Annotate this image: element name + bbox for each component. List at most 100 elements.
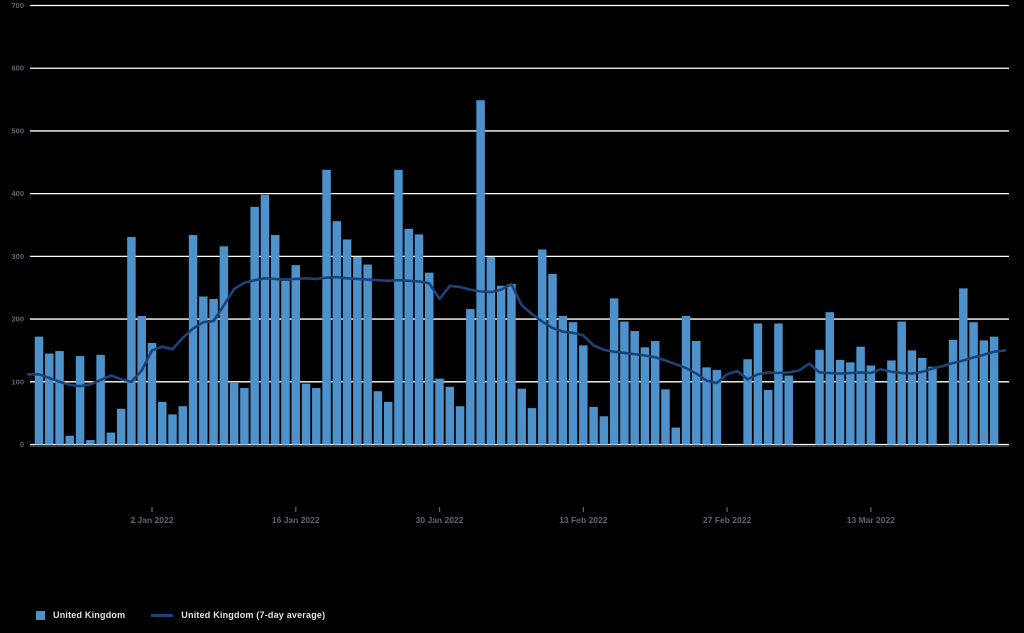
bar-13 Feb 2022 bbox=[579, 345, 588, 445]
bar-26 Jan 2022 bbox=[394, 169, 403, 445]
bar-16 Jan 2022 bbox=[291, 265, 300, 445]
bar-24 Mar 2022 bbox=[979, 340, 989, 445]
bar-15 Jan 2022 bbox=[281, 280, 290, 445]
bar-8 Jan 2022 bbox=[209, 299, 218, 445]
bar-12 Mar 2022 bbox=[856, 346, 865, 445]
bar-7 Jan 2022 bbox=[199, 296, 208, 445]
bar-11 Feb 2022 bbox=[558, 315, 568, 445]
legend-item-average: United Kingdom (7-day average) bbox=[151, 610, 325, 620]
bar-12 Feb 2022 bbox=[568, 322, 578, 445]
bar-13 Jan 2022 bbox=[260, 194, 270, 445]
bar-19 Feb 2022 bbox=[640, 347, 650, 445]
bar-9 Feb 2022 bbox=[537, 249, 547, 445]
bar-11 Mar 2022 bbox=[846, 362, 855, 445]
bar-3 Mar 2022 bbox=[763, 389, 773, 445]
bar-9 Jan 2022 bbox=[219, 246, 229, 445]
bar-30 Dec 2021 bbox=[116, 408, 126, 445]
x-axis-label-30 Jan 2022: 30 Jan 2022 bbox=[416, 515, 464, 525]
bar-8 Feb 2022 bbox=[527, 408, 537, 445]
x-axis-label-13 Feb 2022: 13 Feb 2022 bbox=[559, 515, 607, 525]
x-axis-label-13 Mar 2022: 13 Mar 2022 bbox=[847, 515, 895, 525]
bar-17 Feb 2022 bbox=[620, 321, 629, 445]
bar-10 Jan 2022 bbox=[229, 383, 239, 445]
bar-5 Mar 2022 bbox=[784, 375, 793, 445]
line-series-swatch bbox=[151, 613, 174, 617]
bar-6 Jan 2022 bbox=[188, 235, 198, 445]
bar-19 Jan 2022 bbox=[322, 169, 331, 445]
bar-30 Jan 2022 bbox=[435, 378, 444, 445]
bar-26 Dec 2021 bbox=[75, 356, 85, 445]
bar-31 Dec 2021 bbox=[127, 236, 136, 445]
bar-23 Dec 2021 bbox=[45, 353, 54, 445]
bar-28 Jan 2022 bbox=[414, 234, 424, 445]
bar-18 Feb 2022 bbox=[630, 330, 639, 445]
y-axis-label-600: 600 bbox=[11, 64, 24, 73]
bar-24 Dec 2021 bbox=[55, 351, 64, 445]
bar-1 Mar 2022 bbox=[743, 359, 752, 445]
y-axis-label-0: 0 bbox=[20, 440, 24, 449]
bar-14 Feb 2022 bbox=[589, 406, 598, 445]
bar-17 Jan 2022 bbox=[301, 383, 311, 445]
bar-21 Feb 2022 bbox=[661, 389, 670, 445]
bar-5 Feb 2022 bbox=[496, 285, 506, 445]
bar-7 Feb 2022 bbox=[517, 388, 526, 445]
bar-29 Jan 2022 bbox=[425, 272, 434, 445]
y-axis-label-700: 700 bbox=[11, 1, 24, 10]
bar-25 Jan 2022 bbox=[383, 401, 393, 445]
legend-label-daily: United Kingdom bbox=[53, 610, 126, 620]
bar-22 Mar 2022 bbox=[959, 288, 968, 445]
y-axis-label-400: 400 bbox=[11, 189, 24, 198]
bar-12 Jan 2022 bbox=[250, 206, 259, 445]
bar-27 Jan 2022 bbox=[404, 228, 413, 445]
bar-6 Feb 2022 bbox=[507, 283, 516, 445]
bar-22 Dec 2021 bbox=[34, 336, 44, 445]
bar-19 Mar 2022 bbox=[928, 366, 937, 445]
y-axis-label-200: 200 bbox=[11, 315, 24, 324]
legend-label-average: United Kingdom (7-day average) bbox=[181, 610, 326, 620]
bar-23 Jan 2022 bbox=[363, 264, 372, 445]
bar-14 Jan 2022 bbox=[270, 235, 280, 445]
bar-4 Feb 2022 bbox=[486, 256, 496, 445]
bar-13 Mar 2022 bbox=[866, 365, 876, 445]
bar-29 Dec 2021 bbox=[106, 432, 116, 445]
y-axis-label-300: 300 bbox=[11, 252, 24, 261]
bar-2 Feb 2022 bbox=[466, 309, 475, 445]
legend-item-daily: United Kingdom bbox=[36, 610, 125, 620]
bar-24 Jan 2022 bbox=[373, 391, 383, 445]
bar-23 Feb 2022 bbox=[681, 315, 691, 445]
bar-3 Feb 2022 bbox=[476, 100, 485, 445]
chart-legend: United Kingdom United Kingdom (7-day ave… bbox=[36, 610, 325, 620]
bar-25 Mar 2022 bbox=[989, 336, 999, 445]
bar-series-swatch bbox=[36, 610, 45, 620]
bar-2 Jan 2022 bbox=[147, 342, 157, 445]
bar-3 Jan 2022 bbox=[157, 401, 167, 445]
bar-17 Mar 2022 bbox=[907, 350, 917, 445]
bar-10 Mar 2022 bbox=[835, 359, 845, 445]
bar-20 Jan 2022 bbox=[332, 221, 342, 445]
bar-8 Mar 2022 bbox=[815, 349, 824, 445]
bar-27 Dec 2021 bbox=[86, 440, 95, 445]
bar-23 Mar 2022 bbox=[969, 322, 978, 445]
bar-4 Jan 2022 bbox=[168, 414, 177, 445]
bar-21 Mar 2022 bbox=[948, 339, 958, 445]
bar-18 Jan 2022 bbox=[312, 388, 321, 445]
bar-9 Mar 2022 bbox=[825, 312, 835, 445]
y-axis-label-500: 500 bbox=[11, 126, 24, 135]
bar-20 Feb 2022 bbox=[650, 341, 660, 445]
x-axis-label-16 Jan 2022: 16 Jan 2022 bbox=[272, 515, 320, 525]
bar-1 Jan 2022 bbox=[137, 315, 146, 445]
bar-31 Jan 2022 bbox=[445, 386, 455, 445]
bar-25 Dec 2021 bbox=[65, 435, 75, 445]
bar-25 Feb 2022 bbox=[702, 367, 711, 445]
bar-28 Dec 2021 bbox=[96, 354, 105, 445]
bar-15 Feb 2022 bbox=[599, 416, 609, 445]
bar-16 Feb 2022 bbox=[609, 298, 619, 445]
bar-10 Feb 2022 bbox=[548, 273, 557, 445]
bar-2 Mar 2022 bbox=[753, 323, 763, 445]
x-axis-label-27 Feb 2022: 27 Feb 2022 bbox=[703, 515, 751, 525]
bar-5 Jan 2022 bbox=[178, 406, 188, 445]
bar-11 Jan 2022 bbox=[240, 388, 249, 445]
bar-15 Mar 2022 bbox=[887, 360, 896, 445]
bar-16 Mar 2022 bbox=[897, 321, 906, 445]
